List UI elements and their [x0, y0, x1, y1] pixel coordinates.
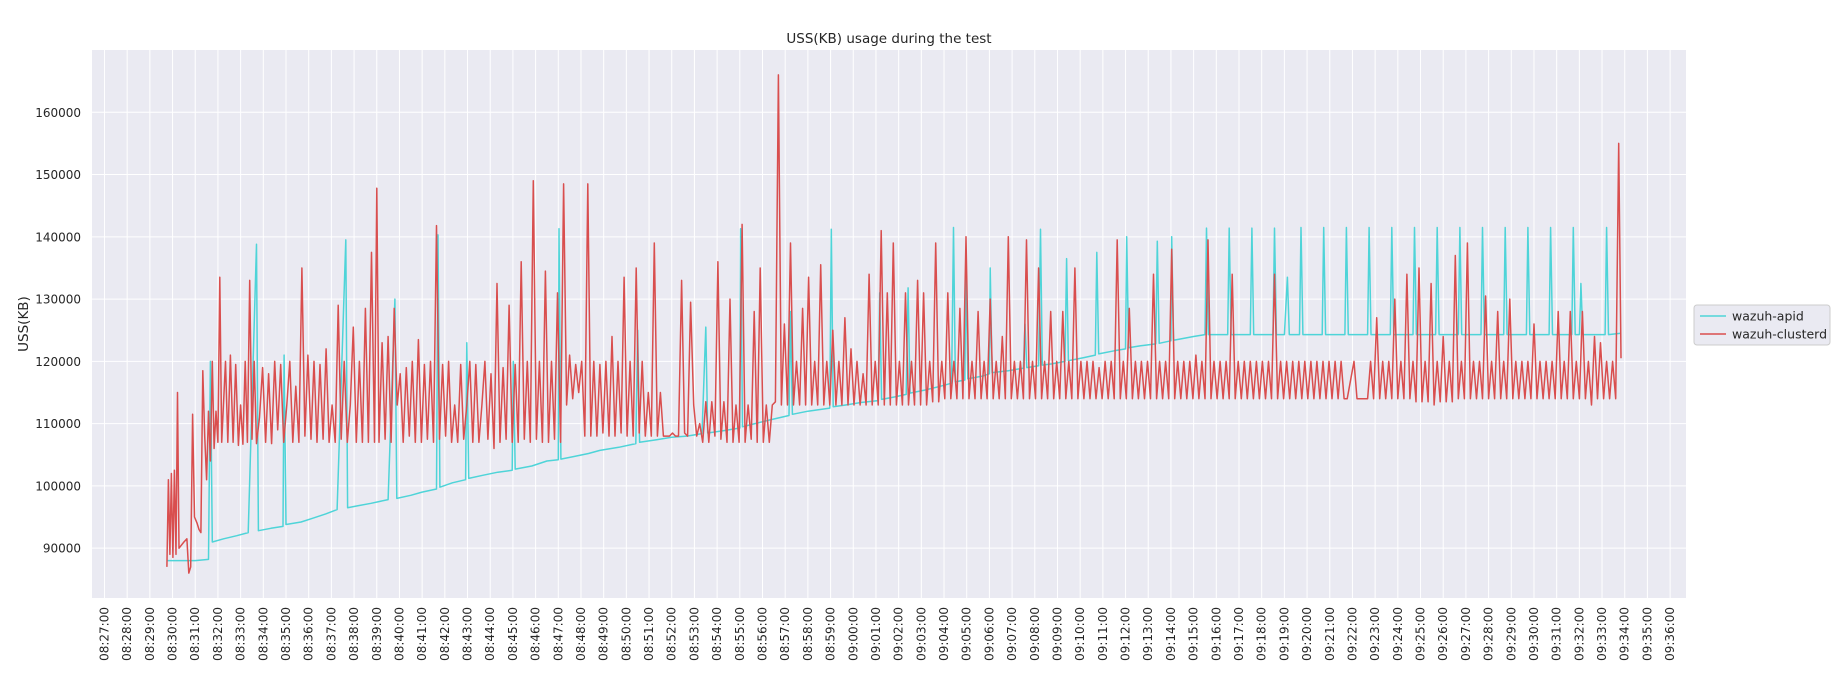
x-tick-label: 09:10:00	[1073, 607, 1087, 661]
y-tick-label: 150000	[35, 168, 81, 182]
x-tick-label: 08:39:00	[370, 607, 384, 661]
y-tick-label: 130000	[35, 293, 81, 307]
x-tick-label: 09:05:00	[960, 607, 974, 661]
x-tick-label: 09:13:00	[1141, 607, 1155, 661]
x-tick-label: 09:26:00	[1436, 607, 1450, 661]
legend-label: wazuh-clusterd	[1732, 327, 1827, 342]
x-tick-label: 08:33:00	[234, 607, 248, 661]
x-tick-label: 09:22:00	[1345, 607, 1359, 661]
x-tick-label: 09:28:00	[1482, 607, 1496, 661]
x-tick-label: 08:51:00	[642, 607, 656, 661]
x-tick-label: 09:03:00	[914, 607, 928, 661]
x-tick-label: 08:30:00	[166, 607, 180, 661]
y-tick-label: 90000	[43, 542, 81, 556]
x-tick-label: 09:18:00	[1255, 607, 1269, 661]
x-tick-label: 09:06:00	[982, 607, 996, 661]
x-tick-label: 08:46:00	[529, 607, 543, 661]
x-tick-label: 09:30:00	[1527, 607, 1541, 661]
x-tick-label: 08:45:00	[506, 607, 520, 661]
x-tick-label: 08:36:00	[302, 607, 316, 661]
x-tick-label: 08:52:00	[665, 607, 679, 661]
series-line-wazuh-clusterd	[166, 74, 1622, 574]
y-tick-label: 100000	[35, 479, 81, 493]
x-tick-label: 09:09:00	[1050, 607, 1064, 661]
x-tick-label: 09:33:00	[1595, 607, 1609, 661]
x-tick-label: 09:27:00	[1459, 607, 1473, 661]
x-tick-label: 08:31:00	[188, 607, 202, 661]
x-tick-label: 09:14:00	[1164, 607, 1178, 661]
x-tick-label: 09:21:00	[1323, 607, 1337, 661]
y-tick-label: 110000	[35, 417, 81, 431]
series-layer	[166, 74, 1622, 574]
y-tick-label: 140000	[35, 230, 81, 244]
series-line-wazuh-apid	[166, 226, 1622, 562]
legend: wazuh-apid wazuh-clusterd	[1693, 304, 1831, 346]
x-tick-label: 08:49:00	[597, 607, 611, 661]
x-tick-label: 08:34:00	[256, 607, 270, 661]
x-tick-label: 08:40:00	[392, 607, 406, 661]
y-tick-label: 120000	[35, 355, 81, 369]
legend-frame	[1693, 304, 1831, 346]
x-tick-label: 09:15:00	[1187, 607, 1201, 661]
x-tick-label: 08:48:00	[574, 607, 588, 661]
grid-lines	[92, 50, 1686, 598]
x-tick-label: 09:00:00	[846, 607, 860, 661]
x-tick-label: 08:41:00	[415, 607, 429, 661]
x-tick-label: 09:12:00	[1119, 607, 1133, 661]
x-tick-label: 09:34:00	[1618, 607, 1632, 661]
x-tick-label: 09:04:00	[937, 607, 951, 661]
x-tick-label: 09:19:00	[1277, 607, 1291, 661]
x-tick-label: 08:57:00	[778, 607, 792, 661]
x-tick-label: 08:58:00	[801, 607, 815, 661]
x-tick-label: 08:59:00	[824, 607, 838, 661]
x-tick-label: 09:01:00	[869, 607, 883, 661]
x-tick-label: 09:11:00	[1096, 607, 1110, 661]
y-tick-labels: 90000 100000 110000 120000 130000 140000 15000…	[35, 106, 81, 556]
x-tick-label: 08:55:00	[733, 607, 747, 661]
x-tick-label: 08:43:00	[461, 607, 475, 661]
x-tick-label: 08:56:00	[756, 607, 770, 661]
x-tick-label: 08:35:00	[279, 607, 293, 661]
x-tick-label: 08:37:00	[324, 607, 338, 661]
x-tick-label: 08:42:00	[438, 607, 452, 661]
chart-title: USS(KB) usage during the test	[786, 31, 991, 47]
x-tick-label: 08:47:00	[551, 607, 565, 661]
x-tick-labels: 08:27:00 08:28:00 08:29:00 08:30:00 08:31:00…	[97, 607, 1677, 661]
x-tick-label: 09:17:00	[1232, 607, 1246, 661]
x-tick-label: 08:27:00	[97, 607, 111, 661]
x-tick-label: 08:54:00	[710, 607, 724, 661]
x-tick-label: 09:35:00	[1640, 607, 1654, 661]
x-tick-label: 08:50:00	[619, 607, 633, 661]
x-tick-label: 08:28:00	[120, 607, 134, 661]
x-tick-label: 09:20:00	[1300, 607, 1314, 661]
x-tick-label: 08:53:00	[687, 607, 701, 661]
x-tick-label: 08:44:00	[483, 607, 497, 661]
x-tick-label: 08:38:00	[347, 607, 361, 661]
x-tick-label: 09:16:00	[1209, 607, 1223, 661]
x-tick-label: 09:24:00	[1391, 607, 1405, 661]
x-tick-label: 08:29:00	[143, 607, 157, 661]
x-tick-label: 09:25:00	[1414, 607, 1428, 661]
x-tick-label: 09:31:00	[1550, 607, 1564, 661]
x-tick-label: 09:32:00	[1572, 607, 1586, 661]
x-tick-label: 09:07:00	[1005, 607, 1019, 661]
y-axis-label: USS(KB)	[16, 296, 32, 352]
x-tick-label: 09:08:00	[1028, 607, 1042, 661]
x-tick-label: 08:32:00	[211, 607, 225, 661]
y-tick-label: 160000	[35, 106, 81, 120]
legend-label: wazuh-apid	[1732, 309, 1804, 324]
x-tick-label: 09:29:00	[1504, 607, 1518, 661]
x-tick-label: 09:36:00	[1663, 607, 1677, 661]
x-tick-label: 09:02:00	[892, 607, 906, 661]
x-tick-label: 09:23:00	[1368, 607, 1382, 661]
